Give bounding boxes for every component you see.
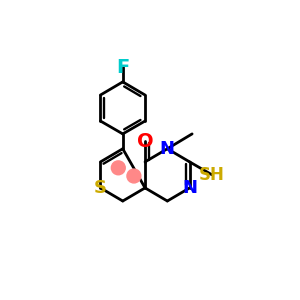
Text: F: F [116, 58, 129, 76]
Text: SH: SH [199, 166, 225, 184]
Circle shape [127, 169, 141, 183]
Text: N: N [160, 140, 175, 158]
Text: O: O [137, 132, 153, 151]
Text: S: S [94, 179, 107, 197]
Circle shape [111, 161, 125, 175]
Text: N: N [182, 179, 197, 197]
